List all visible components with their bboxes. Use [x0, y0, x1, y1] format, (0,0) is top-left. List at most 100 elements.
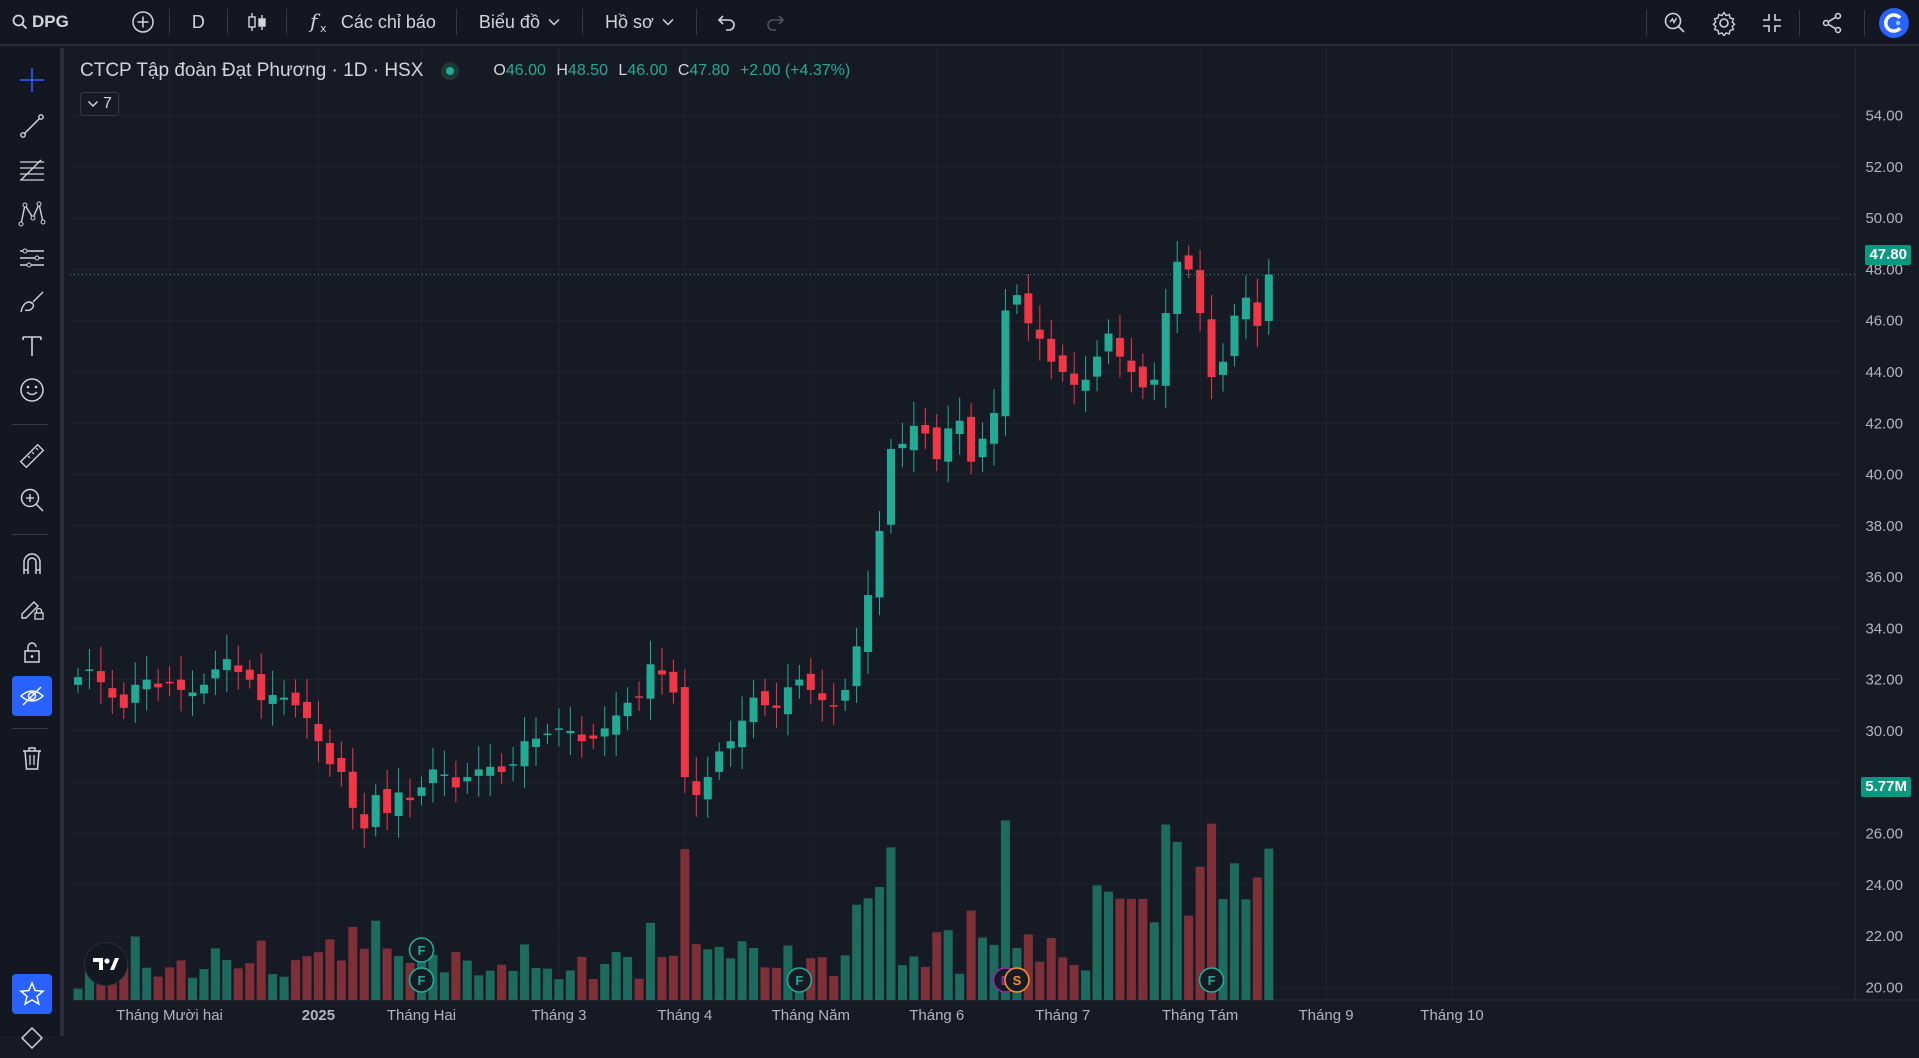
- volume-bar: [508, 970, 518, 1000]
- volume-bar: [542, 968, 552, 1000]
- candle-body: [1196, 270, 1205, 314]
- price-tick-label: 40.00: [1865, 467, 1903, 484]
- event-marker-letter: F: [795, 973, 803, 988]
- undo-button[interactable]: [701, 0, 751, 45]
- quick-search-button[interactable]: [1651, 0, 1699, 46]
- event-marker[interactable]: F: [408, 937, 435, 963]
- event-marker[interactable]: S: [1004, 967, 1030, 993]
- candle-body: [990, 413, 998, 444]
- volume-bar: [1104, 891, 1113, 1000]
- candle-body: [1070, 373, 1079, 385]
- settings-button[interactable]: [1699, 0, 1749, 46]
- lock-icon: [24, 642, 40, 663]
- toolbar-separator: [1646, 10, 1647, 36]
- candle-body: [1150, 379, 1159, 385]
- symbol-search-button[interactable]: DPG: [0, 0, 79, 45]
- volume-bar: [623, 956, 633, 1000]
- brush-tool[interactable]: [12, 282, 52, 322]
- price-axis[interactable]: 54.00 52.00 50.00 48.00 46.00 44.00 42.00 40.00…: [1865, 108, 1903, 997]
- svg-text:x: x: [320, 22, 327, 34]
- fib-tool[interactable]: [12, 150, 52, 190]
- avatar[interactable]: [1879, 8, 1909, 38]
- trendline-tool[interactable]: [12, 106, 52, 146]
- ruler-tool[interactable]: [12, 436, 52, 476]
- favorites-tool[interactable]: [12, 974, 52, 1014]
- candle-body: [909, 425, 918, 451]
- hide-drawings-tool[interactable]: [12, 676, 52, 716]
- price-tick-label: 44.00: [1865, 364, 1903, 381]
- volume-bar: [256, 940, 266, 1000]
- candle-body: [852, 646, 861, 687]
- volume-bar: [1264, 848, 1274, 1000]
- crosshair-tool[interactable]: [12, 60, 52, 100]
- candle-body: [406, 797, 415, 801]
- time-axis[interactable]: Tháng Mười hai 2025 Tháng Hai Tháng 3 Tháng …: [116, 1007, 1483, 1024]
- fullscreen-button[interactable]: [1749, 0, 1795, 46]
- crosshair-icon: [20, 68, 44, 92]
- profile-menu-button[interactable]: Hồ sơ: [587, 0, 692, 45]
- candle-body: [761, 691, 769, 706]
- more-tools-tool[interactable]: [12, 1018, 52, 1058]
- price-chart[interactable]: 54.00 52.00 50.00 48.00 46.00 44.00 42.00 40.00…: [64, 48, 1919, 1036]
- candle-body: [967, 416, 976, 462]
- candle-body: [783, 687, 792, 715]
- interval-button[interactable]: D: [174, 0, 223, 45]
- candle-body: [806, 673, 815, 690]
- chevron-down-icon: [662, 18, 674, 26]
- volume-bar: [291, 960, 301, 1000]
- text-tool[interactable]: [12, 326, 52, 366]
- volume-bar: [1241, 899, 1251, 1000]
- time-tick-label: Tháng Mười hai: [116, 1007, 223, 1024]
- pattern-tool[interactable]: [12, 194, 52, 234]
- market-status-icon[interactable]: [441, 62, 460, 80]
- brand-logo-icon: [1884, 13, 1902, 33]
- price-tick-label: 20.00: [1865, 979, 1903, 996]
- chart-menu-button[interactable]: Biểu đồ: [461, 0, 578, 45]
- price-tick-label: 48.00: [1865, 261, 1903, 278]
- volume-bar: [1046, 938, 1056, 1000]
- candle-body: [726, 741, 735, 749]
- close-value: 47.80: [689, 62, 730, 79]
- lock-all-tool[interactable]: [12, 632, 52, 672]
- indicator-collapse-button[interactable]: 7: [80, 92, 119, 116]
- emoji-tool[interactable]: [12, 370, 52, 410]
- compare-button[interactable]: [121, 0, 165, 45]
- event-marker[interactable]: F: [408, 967, 435, 993]
- open-value: 46.00: [505, 62, 546, 79]
- redo-button[interactable]: [751, 0, 801, 45]
- lock-drawing-tool[interactable]: [12, 588, 52, 628]
- event-marker[interactable]: F: [786, 967, 813, 993]
- volume-bar: [646, 922, 655, 1000]
- candle-body: [577, 734, 586, 742]
- event-marker[interactable]: F: [1198, 967, 1225, 993]
- candlesticks: [74, 240, 1273, 848]
- share-button[interactable]: [1804, 0, 1860, 46]
- candle-body: [680, 687, 689, 778]
- tradingview-logo[interactable]: [84, 942, 128, 986]
- volume-bar: [233, 968, 243, 1000]
- volume-bar: [439, 972, 449, 1000]
- chart-title[interactable]: CTCP Tập đoàn Đạt Phương · 1D · HSX: [80, 60, 424, 81]
- volume-bar: [737, 941, 747, 1000]
- volume-bar: [588, 979, 598, 1000]
- chart-type-button[interactable]: [232, 0, 282, 45]
- candle-body: [1115, 337, 1124, 357]
- event-marker-circle: [408, 937, 435, 963]
- candle-body: [1138, 366, 1147, 388]
- candle-body: [177, 679, 186, 690]
- volume-bar: [565, 970, 575, 1000]
- remove-drawings-tool[interactable]: [12, 738, 52, 778]
- last-price-tag: 47.80: [1865, 245, 1911, 265]
- magnet-tool[interactable]: [12, 544, 52, 584]
- candle-body: [1127, 360, 1136, 373]
- candle-body: [1093, 356, 1102, 377]
- volume-bar: [325, 939, 335, 1000]
- candle-body: [932, 427, 941, 460]
- volume-bar: [1184, 915, 1194, 1000]
- volume-bar: [680, 849, 690, 1000]
- measure-lines-tool[interactable]: [12, 238, 52, 278]
- candle-body: [486, 766, 495, 776]
- toolbar-separator: [226, 9, 228, 35]
- zoom-in-tool[interactable]: [12, 480, 52, 520]
